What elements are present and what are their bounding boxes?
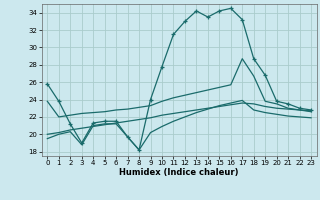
X-axis label: Humidex (Indice chaleur): Humidex (Indice chaleur): [119, 168, 239, 177]
